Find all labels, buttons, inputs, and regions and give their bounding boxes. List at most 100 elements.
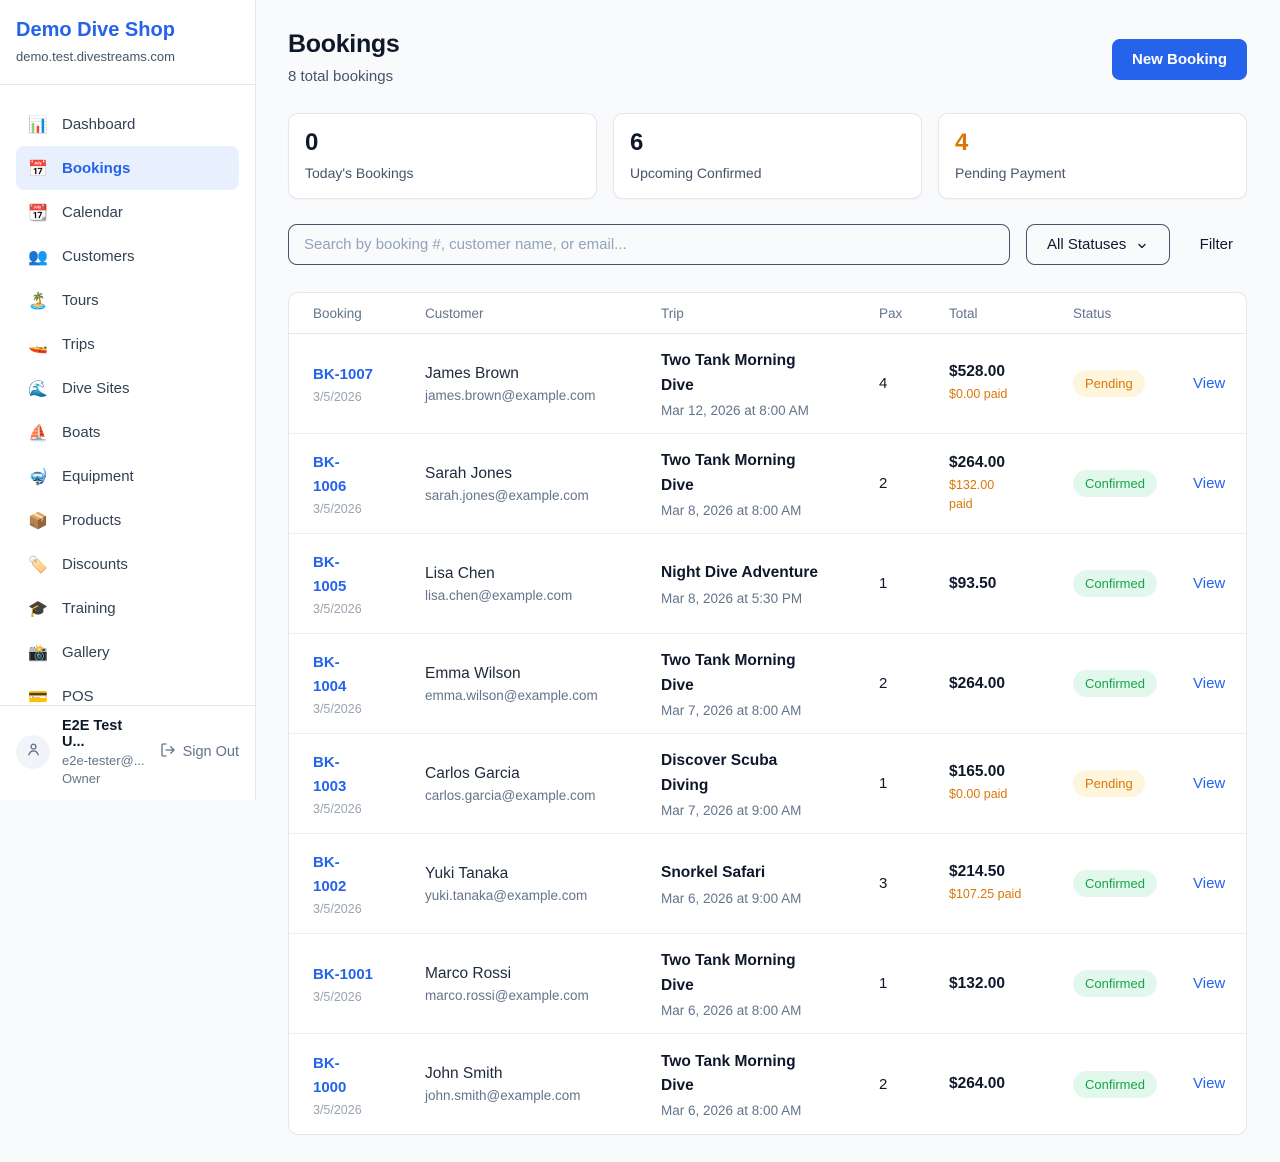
stat-card-pending-payment: 4 Pending Payment (938, 113, 1247, 199)
booking-id-link[interactable]: BK- 1000 (313, 1054, 347, 1096)
main-content: Bookings 8 total bookings New Booking 0 … (256, 0, 1280, 1162)
sidebar-item-equipment[interactable]: 🤿 Equipment (28, 466, 134, 486)
sidebar-item-tours[interactable]: 🏝️ Tours (28, 290, 99, 310)
table-body: BK-1007 3/5/2026 James Brown james.brown… (289, 334, 1246, 1134)
sidebar-item-discounts[interactable]: 🏷️ Discounts (28, 554, 128, 574)
sidebar-item-products[interactable]: 📦 Products (28, 510, 122, 530)
table-row: BK- 1005 3/5/2026 Lisa Chen lisa.chen@ex… (289, 534, 1246, 634)
paid-amount: $0.00 paid (949, 387, 1008, 402)
booking-id-link[interactable]: BK- 1006 (313, 454, 347, 495)
sign-out-button[interactable]: Sign Out (160, 742, 239, 762)
sidebar-item-pos[interactable]: 💳 POS (28, 686, 94, 706)
booking-date: 3/5/2026 (313, 702, 362, 716)
booking-id-link[interactable]: BK- 1004 (313, 654, 347, 695)
sidebar-item-gallery[interactable]: 📸 Gallery (28, 642, 110, 662)
search-input[interactable] (288, 224, 1010, 265)
page-title: Bookings (288, 30, 400, 58)
view-link[interactable]: View (1193, 874, 1226, 892)
total-cell: $264.00 $132.00 paid (949, 454, 1073, 514)
shop-name[interactable]: Demo Dive Shop (16, 19, 175, 41)
customer-name: James Brown (425, 364, 519, 382)
pax-count: 2 (879, 475, 888, 492)
booking-id-link[interactable]: BK- 1003 (313, 754, 347, 795)
status-cell: Confirmed (1073, 670, 1193, 697)
status-badge: Confirmed (1073, 1070, 1157, 1098)
trip-datetime: Mar 7, 2026 at 9:00 AM (661, 802, 802, 818)
new-booking-button[interactable]: New Booking (1111, 39, 1247, 80)
page-header: Bookings 8 total bookings New Booking (288, 30, 1247, 85)
view-link[interactable]: View (1193, 1075, 1226, 1092)
filter-button[interactable]: Filter (1186, 236, 1247, 253)
action-cell: View (1193, 575, 1225, 593)
person-icon (25, 741, 42, 763)
customer-email: james.brown@example.com (425, 387, 596, 403)
sidebar-item-dashboard[interactable]: 📊 Dashboard (28, 114, 136, 134)
stat-value: 4 (955, 129, 969, 156)
sidebar-item-bookings[interactable]: 📅 Bookings (16, 146, 239, 190)
action-cell: View (1193, 975, 1225, 993)
status-filter-value: All Statuses (1047, 236, 1127, 253)
stat-value: 6 (630, 129, 644, 156)
pax-count: 1 (879, 975, 888, 992)
column-header-total: Total (949, 305, 978, 321)
bookings-table: Booking Customer Trip Pax Total Status BK-100… (288, 292, 1247, 1135)
action-cell: View (1193, 675, 1225, 693)
trip-cell: Two Tank Morning Dive Mar 12, 2026 at 8:… (661, 349, 879, 417)
pax-count: 2 (879, 675, 888, 692)
customer-cell: Yuki Tanaka yuki.tanaka@example.com (425, 865, 661, 903)
booking-cell: BK-1007 3/5/2026 (313, 363, 425, 404)
table-row: BK- 1003 3/5/2026 Carlos Garcia carlos.g… (289, 734, 1246, 834)
total-amount: $264.00 (949, 1075, 1006, 1092)
table-header-row: Booking Customer Trip Pax Total Status (289, 293, 1246, 334)
booking-id-link[interactable]: BK- 1002 (313, 854, 347, 895)
booking-id-link[interactable]: BK-1007 (313, 366, 374, 383)
view-link[interactable]: View (1193, 474, 1226, 492)
stat-label: Pending Payment (955, 165, 1066, 181)
sidebar-item-trips[interactable]: 🚤 Trips (28, 334, 95, 354)
status-filter-select[interactable]: All Statuses (1025, 224, 1170, 265)
action-cell: View (1193, 775, 1225, 793)
booking-date: 3/5/2026 (313, 902, 362, 916)
action-cell: View (1193, 1075, 1225, 1093)
sidebar-item-dive-sites[interactable]: 🌊 Dive Sites (28, 378, 130, 398)
sidebar-nav: 📊 Dashboard 📅 Bookings 📆 Calendar 👥 Cust… (0, 85, 255, 718)
sidebar-item-calendar[interactable]: 📆 Calendar (28, 202, 123, 222)
view-link[interactable]: View (1193, 374, 1226, 392)
trip-name: Two Tank Morning Dive (661, 952, 796, 994)
customer-email: lisa.chen@example.com (425, 587, 573, 603)
sidebar-item-customers[interactable]: 👥 Customers (28, 246, 135, 266)
view-link[interactable]: View (1193, 574, 1226, 592)
stat-card-today-s-bookings: 0 Today's Bookings (288, 113, 597, 199)
booking-id-link[interactable]: BK- 1005 (313, 554, 347, 595)
sign-out-label: Sign Out (182, 744, 239, 760)
view-link[interactable]: View (1193, 674, 1226, 692)
column-header-trip: Trip (661, 305, 684, 321)
stat-value: 0 (305, 129, 319, 156)
trip-name: Two Tank Morning Dive (661, 652, 796, 694)
sidebar: Demo Dive Shop demo.test.divestreams.com… (0, 0, 256, 800)
booking-cell: BK- 1000 3/5/2026 (313, 1052, 425, 1117)
stat-card-upcoming-confirmed: 6 Upcoming Confirmed (613, 113, 922, 199)
pax-count: 1 (879, 575, 888, 592)
total-cell: $132.00 (949, 975, 1073, 993)
user-name: E2E Test U... (62, 718, 123, 750)
table-row: BK- 1006 3/5/2026 Sarah Jones sarah.jone… (289, 434, 1246, 534)
trip-datetime: Mar 8, 2026 at 8:00 AM (661, 502, 802, 518)
customer-cell: Marco Rossi marco.rossi@example.com (425, 965, 661, 1003)
view-link[interactable]: View (1193, 974, 1226, 992)
graduation-cap-icon: 🎓 (28, 598, 48, 618)
action-cell: View (1193, 875, 1225, 893)
booking-date: 3/5/2026 (313, 390, 362, 404)
stats-row: 0 Today's Bookings 6 Upcoming Confirmed … (288, 113, 1247, 199)
booking-id-link[interactable]: BK-1001 (313, 966, 374, 983)
trip-datetime: Mar 8, 2026 at 5:30 PM (661, 590, 803, 606)
view-link[interactable]: View (1193, 774, 1226, 792)
trip-datetime: Mar 12, 2026 at 8:00 AM (661, 402, 809, 418)
total-amount: $264.00 (949, 453, 1006, 471)
trip-name: Two Tank Morning Dive (661, 452, 796, 494)
sidebar-item-training[interactable]: 🎓 Training (28, 598, 116, 618)
total-amount: $93.50 (949, 574, 997, 592)
sidebar-item-boats[interactable]: ⛵ Boats (28, 422, 101, 442)
pax-count: 2 (879, 1075, 888, 1093)
status-cell: Confirmed (1073, 870, 1193, 897)
